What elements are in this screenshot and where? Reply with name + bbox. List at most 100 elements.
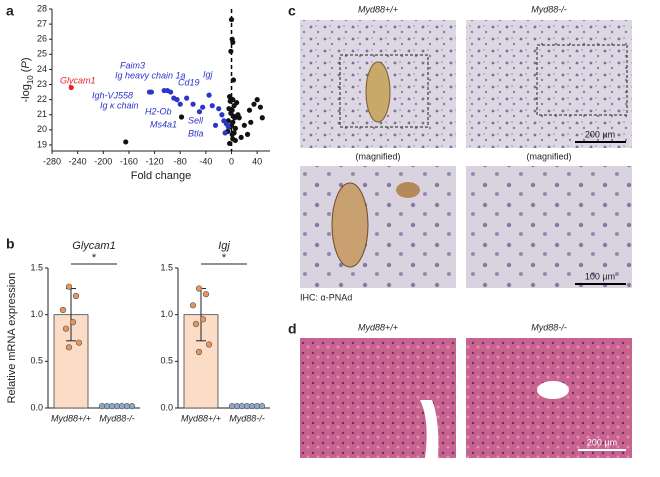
point <box>184 95 190 101</box>
point <box>168 89 174 95</box>
point <box>229 131 235 137</box>
point <box>246 107 253 113</box>
point <box>192 320 200 328</box>
point <box>199 316 207 323</box>
point <box>128 403 136 410</box>
point <box>244 131 251 137</box>
point <box>148 89 154 95</box>
point <box>68 84 74 91</box>
point <box>228 48 234 54</box>
x-tick-label: -80 <box>174 156 187 166</box>
point <box>205 341 213 348</box>
point <box>227 140 233 147</box>
y-tick-label: 28 <box>37 3 47 13</box>
annotation: Igh-VJ558 <box>92 90 133 100</box>
stain-label: IHC: α-PNAd <box>300 292 352 302</box>
point <box>65 344 73 351</box>
panel-label: d <box>288 321 297 337</box>
vessel <box>365 61 391 123</box>
point <box>227 98 233 104</box>
annotation: Ig heavy chain 1a <box>115 70 186 80</box>
y-tick-label: 20 <box>37 124 47 134</box>
x-tick-label: -40 <box>199 156 212 166</box>
y-tick-label: 24 <box>37 64 47 74</box>
y-axis-label: -log10 (P) <box>20 58 35 103</box>
chart-title: Glycam1 <box>72 240 115 252</box>
x-tick-label: 40 <box>252 156 262 166</box>
point <box>258 403 266 410</box>
lumen <box>420 400 439 458</box>
point <box>75 339 83 346</box>
point <box>59 306 67 314</box>
panel-label: b <box>6 236 15 252</box>
point <box>248 119 254 125</box>
x-tick-label: -120 <box>146 156 164 166</box>
point <box>254 97 260 103</box>
point <box>235 112 241 118</box>
y-axis-label-part: 10 <box>26 75 35 84</box>
zoom-box <box>536 44 628 116</box>
annotation: Ms4a1 <box>150 119 177 129</box>
y-axis-label-part: -log <box>20 84 32 102</box>
point <box>230 136 236 142</box>
panel-label: a <box>6 3 14 19</box>
y-tick-label: 0.0 <box>30 402 43 412</box>
micrograph <box>466 166 632 288</box>
y-axis-label-part: P <box>20 61 32 69</box>
point <box>178 114 185 120</box>
vessel <box>396 182 420 198</box>
x-tick-label: 0 <box>229 156 234 166</box>
significance-label: * <box>222 252 227 264</box>
x-tick-label: -160 <box>120 156 138 166</box>
x-tick-label: -240 <box>69 156 87 166</box>
point <box>200 104 206 110</box>
micrograph <box>300 166 456 288</box>
point <box>177 101 183 107</box>
y-axis-label: Relative mRNA expression <box>6 273 18 404</box>
y-tick-label: 1.0 <box>160 309 173 319</box>
point <box>190 101 196 107</box>
point <box>228 16 235 23</box>
scale-label: 200 µm <box>587 437 617 447</box>
point <box>69 319 77 326</box>
y-axis-label-part: ( <box>20 68 32 75</box>
point <box>230 77 237 83</box>
column-header: Myd88+/+ <box>358 4 398 14</box>
y-tick-label: 21 <box>37 109 47 119</box>
micrograph <box>466 20 632 148</box>
chart-title: Igj <box>218 240 230 252</box>
point <box>62 325 70 332</box>
point <box>241 122 247 128</box>
y-tick-label: 0.5 <box>160 356 173 366</box>
y-tick-label: 26 <box>37 34 47 44</box>
x-tick-label: Myd88+/+ <box>181 413 221 423</box>
point <box>174 97 180 103</box>
x-tick-label: -280 <box>43 156 61 166</box>
significance-label: * <box>92 252 97 264</box>
annotation: H2-Ob <box>145 106 172 116</box>
bar <box>53 314 89 409</box>
point <box>234 100 240 106</box>
annotation: Glycam1 <box>60 75 96 85</box>
lumen <box>537 381 569 399</box>
column-header: Myd88-/- <box>531 4 567 14</box>
y-tick-label: 0.0 <box>160 402 173 412</box>
annotation: Cd19 <box>178 77 200 87</box>
point <box>251 101 257 107</box>
point <box>212 122 219 128</box>
y-tick-label: 0.5 <box>30 356 43 366</box>
x-tick-label: Myd88-/- <box>99 413 135 423</box>
y-tick-label: 22 <box>37 94 47 104</box>
point <box>202 291 210 298</box>
point <box>216 106 222 112</box>
y-tick-label: 27 <box>37 18 47 28</box>
point <box>232 125 238 131</box>
x-axis-label: Fold change <box>131 170 192 182</box>
x-tick-label: Myd88-/- <box>229 413 265 423</box>
y-tick-label: 1.0 <box>30 309 43 319</box>
point <box>195 285 203 292</box>
scale-label: 100 µm <box>585 271 615 281</box>
y-tick-label: 19 <box>37 139 47 149</box>
annotation: Igj <box>203 69 214 79</box>
